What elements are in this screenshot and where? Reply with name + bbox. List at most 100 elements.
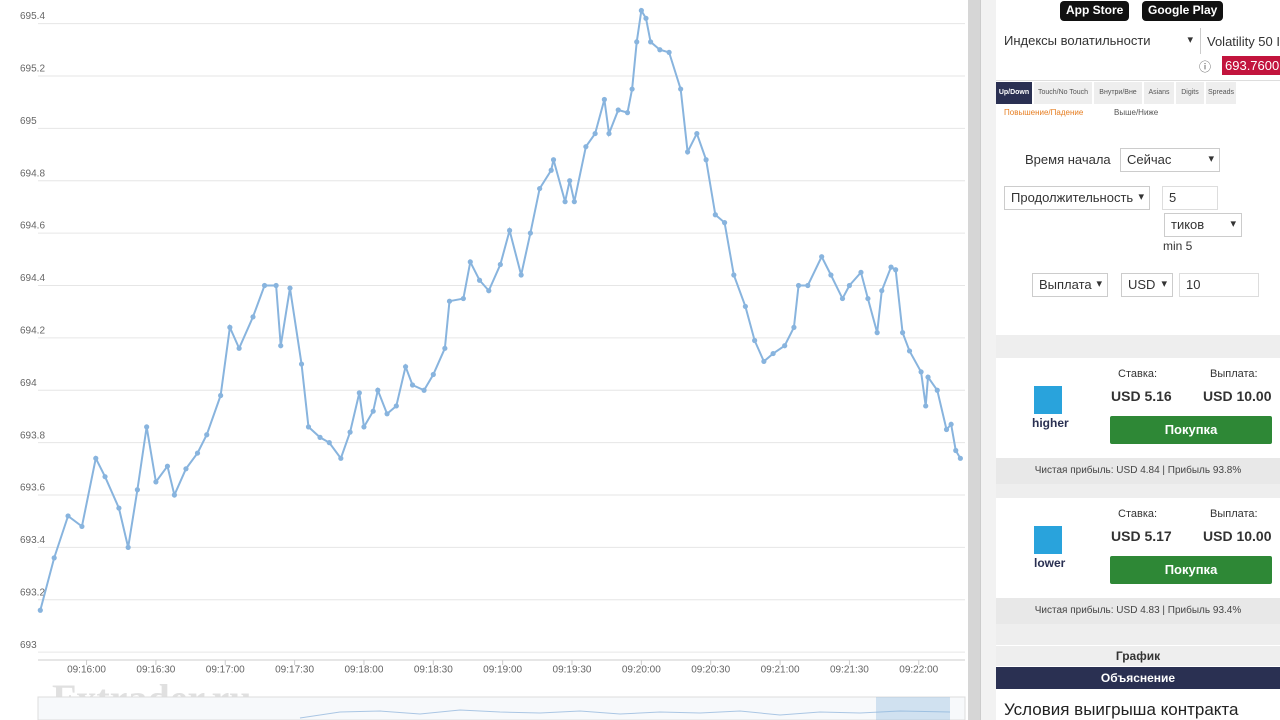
- y-tick-label: 693.8: [20, 430, 45, 441]
- app-store-badge[interactable]: App Store: [1060, 1, 1130, 21]
- tick-point: [261, 282, 268, 289]
- tick-point: [943, 426, 950, 433]
- stake: USD 5.16: [1111, 388, 1172, 404]
- tick-point: [550, 157, 557, 163]
- tick-point: [923, 403, 929, 409]
- tick-point: [356, 390, 362, 396]
- duration-input[interactable]: 5: [1162, 186, 1218, 210]
- tick-point: [819, 254, 825, 260]
- tick-point: [183, 466, 189, 472]
- tick-point: [742, 303, 748, 310]
- card-higher: higher Ставка: USD 5.16 Выплата: USD 10.…: [996, 358, 1280, 458]
- divider: [996, 80, 1280, 81]
- duration-select[interactable]: Продолжительность: [1004, 186, 1150, 210]
- explain-tab[interactable]: Объяснение: [996, 667, 1280, 689]
- tick-point: [518, 272, 524, 278]
- tick-point: [761, 358, 767, 365]
- x-tick-label: 09:21:30: [830, 665, 869, 676]
- tick-point: [567, 178, 573, 184]
- tick-point: [712, 212, 718, 218]
- buy-button[interactable]: Покупка: [1110, 416, 1272, 444]
- tick-point: [134, 487, 141, 493]
- tick-point: [476, 277, 483, 283]
- y-tick-label: 694.4: [20, 273, 45, 284]
- start-select[interactable]: Сейчас: [1120, 148, 1220, 172]
- tick-point: [194, 450, 201, 456]
- tick-point: [805, 282, 811, 289]
- google-play-badge[interactable]: Google Play: [1142, 1, 1224, 21]
- tick-point: [153, 479, 159, 485]
- tick-point: [828, 272, 834, 278]
- tick-point: [497, 261, 503, 268]
- card-name: lower: [1034, 556, 1066, 570]
- tick-point: [361, 424, 367, 430]
- tick-point: [643, 15, 649, 21]
- y-tick-label: 693.4: [20, 535, 45, 546]
- tick-point: [648, 39, 654, 45]
- duration-unit[interactable]: тиков: [1164, 213, 1242, 237]
- tab[interactable]: Spreads: [1206, 82, 1236, 104]
- currency-select[interactable]: USD: [1121, 273, 1173, 297]
- tick-point: [953, 447, 959, 454]
- tick-point: [171, 492, 177, 498]
- tick-point: [925, 374, 931, 380]
- info-icon[interactable]: ⓘ: [1199, 60, 1212, 74]
- tick-point: [638, 7, 644, 14]
- tick-point: [770, 350, 776, 357]
- tick-point: [287, 285, 293, 291]
- tick-point: [79, 523, 85, 530]
- stake-label: Ставка:: [1118, 368, 1158, 380]
- tick-point: [37, 607, 43, 613]
- duration-min: min 5: [1163, 239, 1193, 253]
- tick-point: [506, 227, 513, 234]
- tick-point: [548, 167, 554, 173]
- tick-point: [278, 343, 284, 349]
- payout-select[interactable]: Выплата: [1032, 273, 1108, 297]
- navigator-window[interactable]: [876, 697, 950, 720]
- buy-button[interactable]: Покупка: [1110, 556, 1272, 584]
- amount-input[interactable]: 10: [1179, 273, 1259, 297]
- symbol-select[interactable]: Volatility 50 I: [1200, 28, 1280, 54]
- x-tick-label: 09:17:30: [275, 665, 314, 676]
- tick-point: [731, 272, 737, 278]
- tick-point: [421, 387, 427, 393]
- tick-point: [298, 361, 305, 367]
- tick-point: [384, 411, 390, 417]
- tick-point: [164, 463, 171, 469]
- tick-point: [571, 199, 577, 205]
- x-tick-label: 09:18:00: [344, 665, 383, 676]
- x-tick-label: 09:19:00: [483, 665, 522, 676]
- market-select[interactable]: Индексы волатильности: [998, 30, 1198, 54]
- tick-point: [326, 440, 332, 446]
- profit: Чистая прибыль: USD 4.83 | Прибыль 93.4%: [996, 598, 1280, 624]
- tick-point: [839, 295, 846, 302]
- tick-point: [899, 330, 906, 336]
- scrollbar[interactable]: [968, 0, 980, 720]
- tick-point: [657, 47, 663, 53]
- y-tick-label: 694.6: [20, 221, 45, 232]
- tick-point: [393, 403, 399, 409]
- chart-tab[interactable]: График: [996, 646, 1280, 666]
- tick-point: [906, 348, 913, 354]
- tab[interactable]: Touch/No Touch: [1034, 82, 1092, 104]
- tick-point: [537, 185, 543, 192]
- price-line: [39, 7, 962, 611]
- tab[interactable]: Внутри/Вне: [1094, 82, 1142, 104]
- tick-point: [347, 429, 353, 435]
- subtab[interactable]: Повышение/Падение: [1004, 108, 1084, 117]
- tick-point: [236, 345, 242, 351]
- tab[interactable]: Asians: [1144, 82, 1174, 104]
- tab[interactable]: Digits: [1176, 82, 1204, 104]
- tab[interactable]: Up/Down: [996, 82, 1032, 104]
- tick-point: [624, 110, 631, 116]
- tick-point: [782, 343, 788, 349]
- tick-point: [442, 345, 448, 351]
- card-name: higher: [1032, 416, 1069, 430]
- tick-point: [204, 432, 210, 438]
- tick-point: [606, 130, 612, 137]
- plot: [37, 7, 963, 613]
- subtab[interactable]: Выше/Ниже: [1114, 108, 1159, 117]
- tick-point: [795, 282, 802, 289]
